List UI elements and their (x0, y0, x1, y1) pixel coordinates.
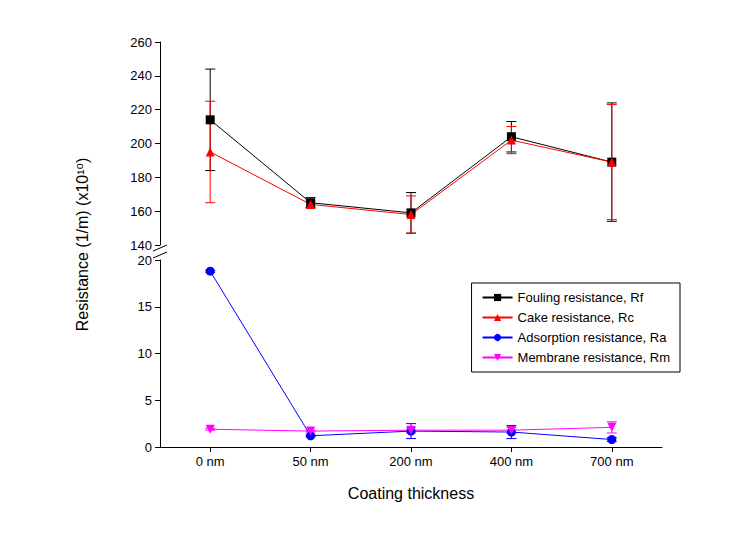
svg-text:700 nm: 700 nm (590, 454, 633, 469)
svg-text:Resistance (1/m) (x10¹⁰): Resistance (1/m) (x10¹⁰) (74, 158, 91, 332)
svg-text:10: 10 (138, 346, 152, 361)
svg-text:260: 260 (130, 35, 152, 50)
svg-text:Adsorption resistance, Ra: Adsorption resistance, Ra (518, 330, 668, 345)
svg-text:Coating thickness: Coating thickness (348, 485, 474, 502)
svg-text:Cake resistance, Rc: Cake resistance, Rc (518, 310, 635, 325)
svg-text:0: 0 (145, 440, 152, 455)
svg-text:15: 15 (138, 299, 152, 314)
svg-text:200 nm: 200 nm (389, 454, 432, 469)
svg-text:0 nm: 0 nm (196, 454, 225, 469)
svg-text:220: 220 (130, 102, 152, 117)
svg-text:180: 180 (130, 170, 152, 185)
svg-text:Fouling resistance, Rf: Fouling resistance, Rf (518, 290, 644, 305)
svg-text:5: 5 (145, 393, 152, 408)
svg-text:160: 160 (130, 204, 152, 219)
svg-text:50 nm: 50 nm (293, 454, 329, 469)
svg-text:140: 140 (130, 238, 152, 253)
svg-text:400 nm: 400 nm (490, 454, 533, 469)
svg-text:Membrane resistance, Rm: Membrane resistance, Rm (518, 350, 670, 365)
svg-text:200: 200 (130, 136, 152, 151)
svg-text:240: 240 (130, 68, 152, 83)
svg-text:20: 20 (138, 253, 152, 268)
